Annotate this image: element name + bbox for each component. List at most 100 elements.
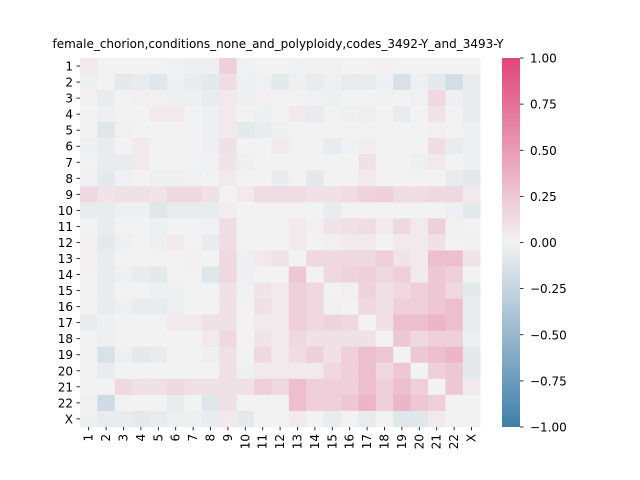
heatmap-cell <box>323 202 342 219</box>
heatmap-cell <box>306 298 324 315</box>
heatmap-cell <box>306 330 324 348</box>
heatmap-cell <box>306 234 324 251</box>
heatmap-cell <box>97 218 116 235</box>
heatmap-cell <box>445 154 464 171</box>
heatmap-cell <box>288 298 307 315</box>
heatmap-cell <box>184 298 203 315</box>
heatmap-cell <box>462 218 481 235</box>
heatmap-cell <box>236 106 255 123</box>
heatmap-cell <box>254 58 272 75</box>
heatmap-cell <box>97 346 116 364</box>
heatmap-cell <box>393 378 411 396</box>
heatmap-cell <box>428 378 446 396</box>
heatmap-cell <box>254 346 272 364</box>
heatmap-cell <box>358 90 377 107</box>
heatmap-cell <box>358 330 377 348</box>
x-tick-label: 20 <box>412 434 426 449</box>
heatmap-cell <box>288 282 307 299</box>
heatmap-cell <box>428 122 446 139</box>
heatmap-cell <box>114 394 133 412</box>
heatmap-cell <box>254 266 272 283</box>
heatmap-cell <box>114 154 133 171</box>
heatmap-cell <box>375 346 394 364</box>
heatmap-cell <box>254 202 272 219</box>
heatmap-cell <box>428 250 446 267</box>
colorbar-tick-label: 0.50 <box>530 144 557 158</box>
heatmap-cell <box>80 410 98 428</box>
heatmap-cell <box>306 378 324 396</box>
heatmap-cell <box>306 154 324 171</box>
heatmap-cell <box>410 362 429 380</box>
heatmap-cell <box>288 170 307 187</box>
heatmap-cell <box>236 346 255 364</box>
heatmap-cell <box>375 282 394 299</box>
heatmap-cell <box>271 122 290 139</box>
heatmap-cell <box>358 314 377 331</box>
heatmap-cell <box>132 74 150 91</box>
heatmap-cell <box>149 314 168 331</box>
heatmap-cell <box>393 186 411 203</box>
heatmap-cell <box>375 74 394 91</box>
heatmap-cell <box>184 202 203 219</box>
heatmap-cell <box>341 298 359 315</box>
heatmap-cell <box>428 362 446 380</box>
heatmap-cell <box>341 138 359 155</box>
heatmap-cell <box>393 282 411 299</box>
heatmap-cell <box>341 170 359 187</box>
heatmap-cell <box>445 346 464 364</box>
heatmap-cell <box>341 266 359 283</box>
heatmap-cell <box>288 266 307 283</box>
heatmap-cell <box>97 378 116 396</box>
heatmap-cell <box>445 58 464 75</box>
heatmap-cell <box>306 282 324 299</box>
heatmap-cell <box>97 90 116 107</box>
heatmap-cell <box>219 106 237 123</box>
heatmap-cell <box>132 378 150 396</box>
heatmap-cell <box>428 90 446 107</box>
heatmap-cell <box>149 154 168 171</box>
heatmap-cell <box>254 170 272 187</box>
heatmap-cell <box>97 266 116 283</box>
heatmap-cell <box>149 234 168 251</box>
heatmap-cell <box>236 378 255 396</box>
y-tick-label: 18 <box>58 332 73 346</box>
heatmap-cell <box>201 378 220 396</box>
colorbar-tick-label: 0.75 <box>530 98 557 112</box>
heatmap-cell <box>114 330 133 348</box>
heatmap-cell <box>132 330 150 348</box>
heatmap-cell <box>445 410 464 428</box>
heatmap-cell <box>132 154 150 171</box>
heatmap-cell <box>428 186 446 203</box>
heatmap-cell <box>428 106 446 123</box>
heatmap-cell <box>201 234 220 251</box>
heatmap-cell <box>375 298 394 315</box>
heatmap-cell <box>375 378 394 396</box>
x-axis: 1 2 3 4 5 6 7 8 9 10 11 12 13 14 15 16 17 18 19 20 21 22 X <box>82 426 479 449</box>
y-tick-label: 3 <box>65 92 73 106</box>
heatmap-cell <box>428 234 446 251</box>
heatmap-cell <box>462 394 481 412</box>
heatmap-cell <box>236 250 255 267</box>
x-tick-label: 11 <box>256 434 270 449</box>
colorbar-tick-label: −1.00 <box>530 421 567 435</box>
heatmap-cell <box>184 74 203 91</box>
heatmap-cell <box>393 266 411 283</box>
heatmap-cell <box>184 282 203 299</box>
heatmap-cell <box>358 122 377 139</box>
y-tick-label: 4 <box>65 108 73 122</box>
heatmap-cell <box>149 58 168 75</box>
heatmap-cell <box>410 234 429 251</box>
heatmap-cell <box>184 410 203 428</box>
y-tick-label: 22 <box>58 396 73 410</box>
heatmap-cell <box>201 410 220 428</box>
heatmap-cell <box>80 266 98 283</box>
heatmap-cell <box>271 394 290 412</box>
heatmap-cell <box>80 218 98 235</box>
heatmap-cell <box>167 154 185 171</box>
heatmap-cell <box>393 58 411 75</box>
heatmap-cell <box>410 90 429 107</box>
heatmap-cell <box>80 202 98 219</box>
heatmap-cell <box>149 74 168 91</box>
heatmap-cell <box>132 202 150 219</box>
heatmap-cell <box>410 138 429 155</box>
